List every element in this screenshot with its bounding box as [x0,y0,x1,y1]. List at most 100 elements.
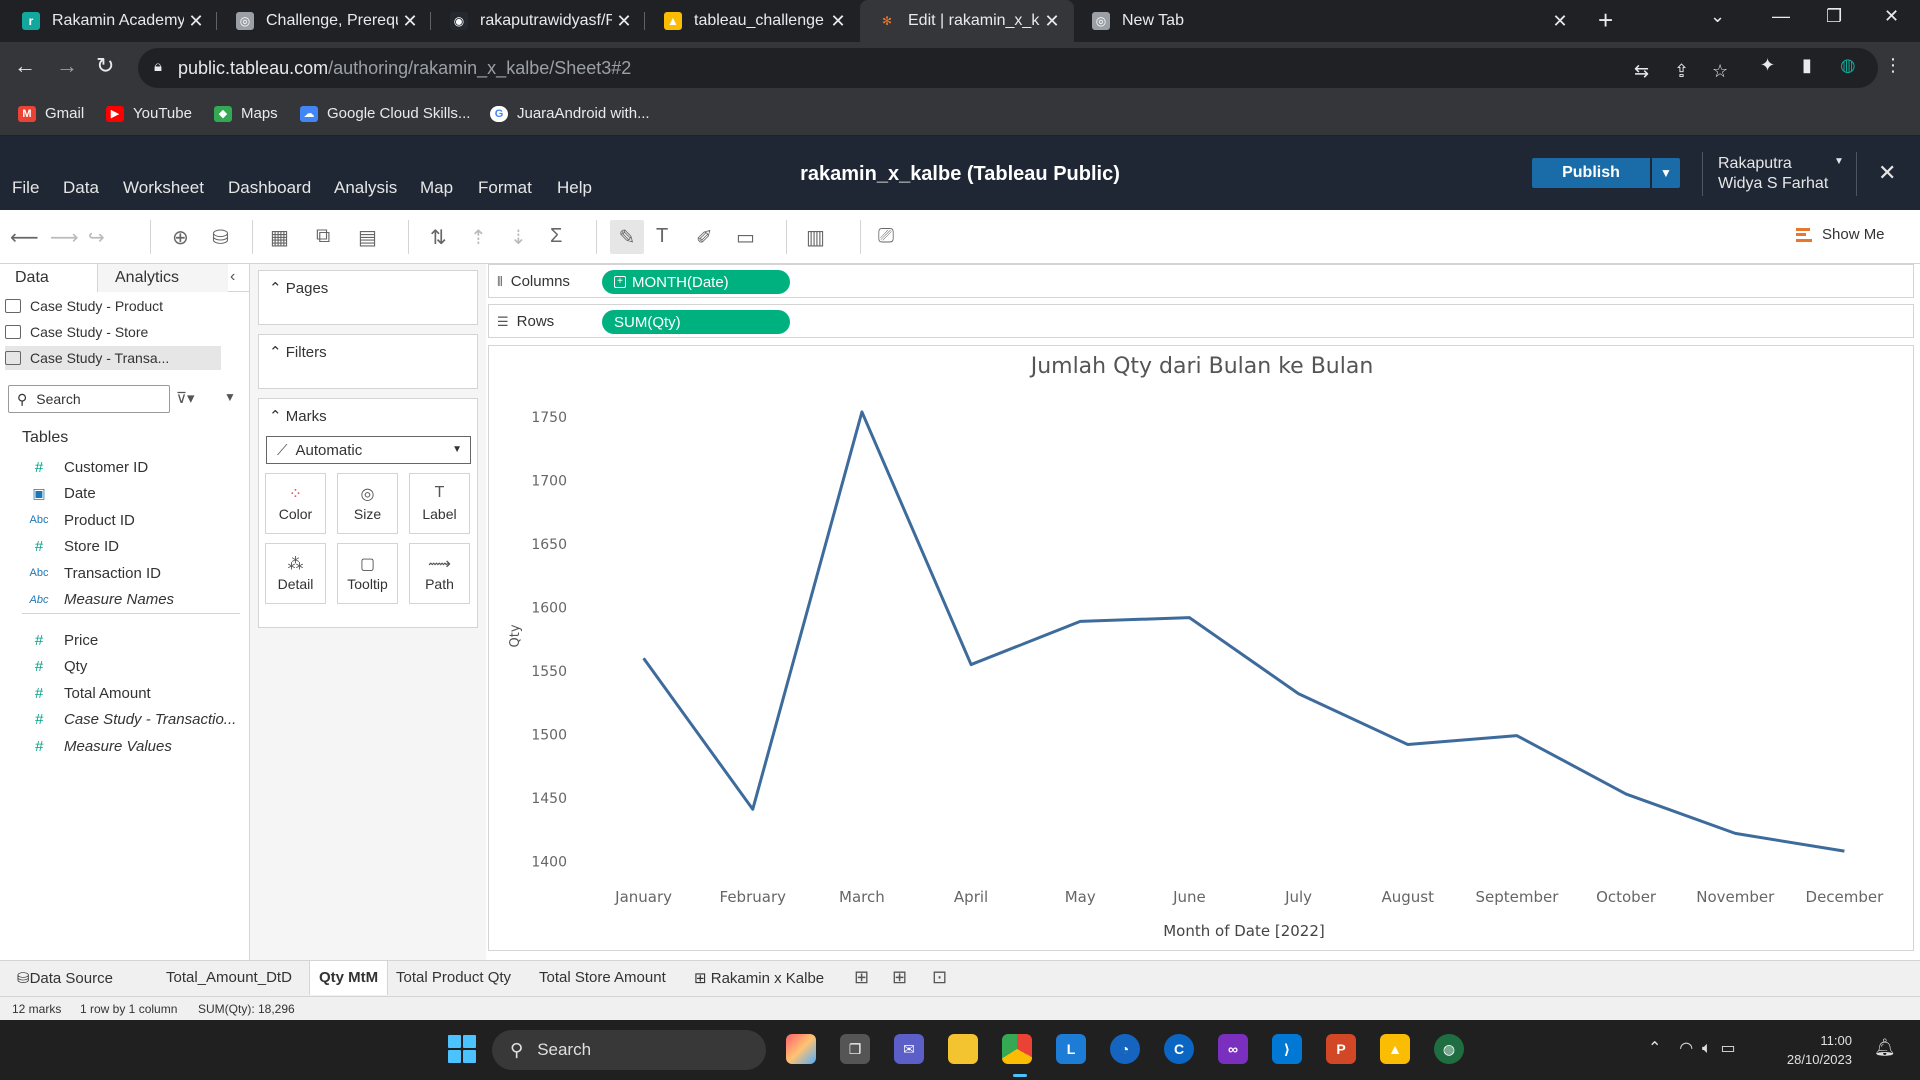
pages-card-title[interactable]: ⌃ Pages [269,280,329,297]
new-data-source-icon[interactable]: ⊕ [172,227,189,249]
redo-icon[interactable]: ⟶ [50,227,79,249]
bookmark-item[interactable]: ▶ YouTube [106,105,192,122]
close-tab-icon[interactable]: ✕ [1044,10,1060,31]
teams-chat-icon[interactable]: ✉ [894,1034,924,1064]
green-app-icon[interactable]: ◍ [1434,1034,1464,1064]
filter-fields-icon[interactable]: ⊽▾ [176,390,195,407]
field-item[interactable]: # Measure Values [20,734,245,758]
share-icon[interactable]: ⇪ [1674,61,1690,81]
field-item[interactable]: # Total Amount [20,681,245,705]
sheet-tab[interactable]: Total Store Amount [530,961,675,995]
data-source-tab[interactable]: ⛁ Data Source [4,961,220,995]
taskbar-search[interactable]: ⚲ Search [492,1030,766,1070]
mark-path-button[interactable]: ⟿ Path [409,543,470,604]
menu-item[interactable]: File [12,178,40,197]
close-window-icon[interactable]: ✕ [1884,6,1900,26]
bookmark-item[interactable]: ☁ Google Cloud Skills... [300,105,470,122]
reload-icon[interactable]: ↻ [96,53,115,78]
menu-item[interactable]: Data [63,178,99,197]
menu-item[interactable]: Help [557,178,592,197]
widgets-app-icon[interactable] [786,1034,816,1064]
sheet-tab[interactable]: Qty MtM [309,961,389,995]
profile-avatar[interactable]: ◍ [1840,55,1856,75]
filters-card[interactable]: ⌃ Filters [258,334,478,389]
close-tab-icon[interactable]: ✕ [402,10,418,31]
filters-card-title[interactable]: ⌃ Filters [269,344,327,361]
file-explorer-icon[interactable] [948,1034,978,1064]
vscode-icon[interactable]: ⟩ [1272,1034,1302,1064]
browser-menu-icon[interactable]: ⋮ [1884,55,1902,75]
new-dashboard-icon[interactable]: ⊞ [892,967,908,987]
menu-item[interactable]: Dashboard [228,178,312,197]
new-tab-button[interactable]: + [1598,5,1614,35]
chrome-icon[interactable] [1002,1034,1032,1064]
tab-data[interactable]: Data [0,264,98,292]
browser-tab[interactable]: r Rakamin Academy ✕ [4,0,218,42]
duplicate-sheet-icon[interactable]: ⧉ [316,225,331,247]
close-tab-icon[interactable]: ✕ [830,10,846,31]
sheet-tab[interactable]: Total Product Qty [387,961,520,995]
close-tab-icon[interactable]: ✕ [188,10,204,31]
rows-pill[interactable]: SUM(Qty) [602,310,790,334]
worksheet-view[interactable]: Jumlah Qty dari Bulan ke Bulan 1400 1450 15… [488,345,1914,951]
system-tray[interactable]: ⌃ ◠ 🔈︎ ▭ [1648,1040,1736,1057]
task-view-icon[interactable]: ❐ [840,1034,870,1064]
sort-descending-icon[interactable]: ⇣ [510,227,527,249]
close-tab-icon[interactable]: ✕ [616,10,632,31]
extensions-icon[interactable]: ✦ [1760,55,1776,75]
mark-detail-button[interactable]: ⁂ Detail [265,543,326,604]
game-app-icon[interactable]: ∞ [1218,1034,1248,1064]
notification-bell-icon[interactable]: 🔔︎ [1874,1038,1896,1057]
field-item[interactable]: # Qty [20,655,245,679]
field-item[interactable]: # Customer ID [20,455,245,479]
field-item[interactable]: # Price [20,628,245,652]
highlight-icon[interactable]: ✎ [610,220,644,254]
translate-icon[interactable]: ⇆ [1634,61,1650,81]
close-tab-icon[interactable]: ✕ [1552,10,1568,31]
field-search-input[interactable]: ⚲ Search [8,385,170,413]
expand-plus-icon[interactable]: + [614,276,626,288]
firefox-dev-icon[interactable]: ◔ [1110,1034,1140,1064]
field-item[interactable]: Abc Transaction ID [20,561,245,585]
user-dropdown-icon[interactable]: ▼ [1834,156,1844,167]
l-app-icon[interactable]: L [1056,1034,1086,1064]
pause-updates-icon[interactable]: ⛁ [212,227,229,249]
field-item[interactable]: ▣ Date [20,482,245,506]
bookmark-star-icon[interactable]: ☆ [1712,61,1729,81]
mark-type-select[interactable]: ⟋ Automatic ▼ [266,436,471,464]
data-source-item[interactable]: Case Study - Transa... [5,346,221,370]
mark-size-button[interactable]: ◎ Size [337,473,398,534]
publish-button[interactable]: Publish [1532,158,1650,188]
columns-pill[interactable]: + MONTH(Date) [602,270,790,294]
mark-label-button[interactable]: T Label [409,473,470,534]
windows-start-icon[interactable] [448,1035,476,1063]
replay-icon[interactable]: ↪ [88,227,105,249]
tab-search-icon[interactable]: ⌄ [1710,6,1726,26]
show-labels-icon[interactable]: T [656,225,669,247]
new-worksheet-icon[interactable]: ⊞ [854,967,870,987]
browser-tab[interactable]: ▲ tableau_challenge - Google✕ [646,0,860,42]
show-me-button[interactable]: Show Me [1796,226,1885,243]
undo-icon[interactable]: ⟵ [10,227,39,249]
tab-analytics[interactable]: Analytics [98,264,228,292]
swap-rows-columns-icon[interactable]: ⇅ [430,227,447,249]
presentation-icon[interactable]: ⎚ [878,225,894,247]
new-worksheet-icon[interactable]: ▦ [270,227,289,249]
field-item[interactable]: # Case Study - Transactio... [20,708,245,732]
browser-tab[interactable]: ◎ Challenge, Prerequisite, Hi✕ [218,0,432,42]
powerpoint-icon[interactable]: P [1326,1034,1356,1064]
menu-item[interactable]: Map [420,178,454,197]
menu-item[interactable]: Worksheet [123,178,204,197]
show-cards-icon[interactable]: ▥ [806,227,825,249]
mark-tooltip-button[interactable]: ▢ Tooltip [337,543,398,604]
sheet-tab[interactable]: ⊞ Rakamin x Kalbe [685,961,833,995]
sort-ascending-icon[interactable]: ⇡ [470,227,487,249]
bookmark-item[interactable]: M Gmail [18,105,84,122]
collapse-pane-icon[interactable]: ‹ [230,268,236,285]
field-item[interactable]: Abc Measure Names [20,588,245,612]
menu-item[interactable]: Format [478,178,532,197]
clear-sheet-icon[interactable]: ▤ [358,227,377,249]
user-menu[interactable]: Rakaputra Widya S Farhat [1718,154,1828,194]
format-workbook-icon[interactable]: ✐ [696,227,713,249]
browser-tab[interactable]: ✻ Edit | rakamin_x_kalbe✕ [860,0,1074,42]
